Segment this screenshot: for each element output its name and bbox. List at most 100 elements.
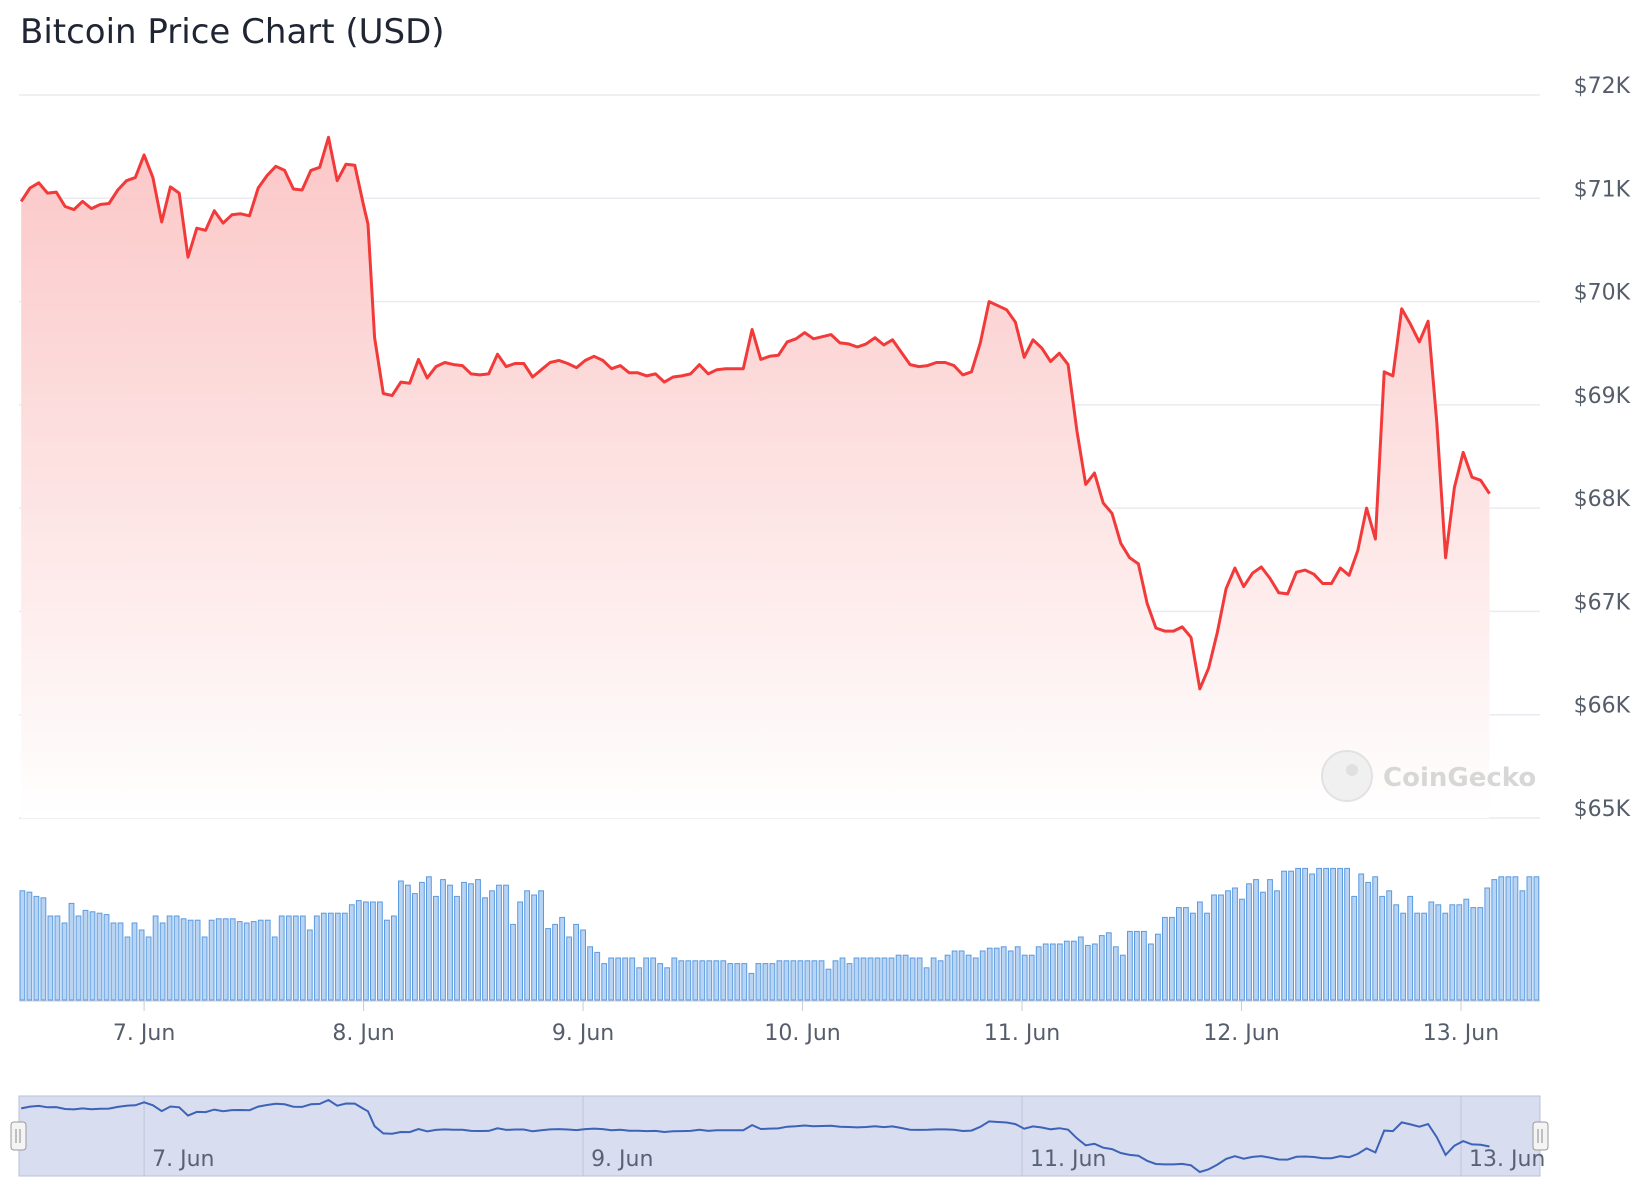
volume-bar xyxy=(930,957,937,1001)
volume-bar xyxy=(713,960,720,1001)
navigator[interactable]: 7. Jun 9. Jun 11. Jun 13. Jun xyxy=(10,1095,1549,1177)
volume-bar xyxy=(1112,946,1119,1001)
volume-bar xyxy=(348,904,355,1001)
volume-bar xyxy=(650,957,657,1001)
volume-bar xyxy=(454,895,460,1001)
volume-bar xyxy=(19,890,26,1001)
volume-bar xyxy=(517,901,524,1001)
volume-bar xyxy=(447,884,453,1001)
navigator-left-handle[interactable] xyxy=(10,1121,27,1151)
volume-bar xyxy=(398,880,404,1001)
volume-bar xyxy=(1141,930,1147,1001)
volume-bar xyxy=(1421,912,1428,1001)
volume-bar xyxy=(1442,912,1449,1001)
volume-bar xyxy=(138,929,145,1001)
volume-bar xyxy=(152,915,159,1001)
volume-bar xyxy=(552,923,559,1001)
volume-bar xyxy=(902,954,909,1001)
volume-bar xyxy=(979,950,986,1001)
volume-bar xyxy=(1028,954,1035,1001)
volume-bar xyxy=(117,922,124,1001)
volume-bar xyxy=(110,922,117,1001)
x-tick-label: 12. Jun xyxy=(1203,1021,1279,1046)
volume-bar xyxy=(1484,887,1491,1001)
volume-bar xyxy=(937,960,944,1001)
volume-bar xyxy=(531,894,538,1001)
volume-bar xyxy=(201,936,208,1001)
volume-bar xyxy=(1519,890,1526,1001)
navigator-tick-label: 13. Jun xyxy=(1469,1147,1545,1172)
volume-bar xyxy=(720,960,727,1001)
volume-bar xyxy=(320,912,327,1001)
volume-bar xyxy=(33,895,40,1001)
volume-bar xyxy=(1127,930,1133,1001)
volume-bar xyxy=(1042,943,1049,1001)
price-area-fill xyxy=(21,137,1490,819)
volume-bar xyxy=(706,960,713,1001)
volume-bar xyxy=(405,884,411,1001)
y-tick-label: $66K xyxy=(1574,694,1631,719)
volume-bar xyxy=(1379,895,1386,1001)
volume-bar xyxy=(524,890,531,1001)
volume-bar xyxy=(615,957,622,1001)
volume-bar xyxy=(755,963,762,1001)
volume-bar xyxy=(1260,891,1266,1001)
volume-bar xyxy=(1204,912,1210,1001)
volume-bar xyxy=(818,960,825,1001)
volume-bar xyxy=(1365,881,1372,1001)
volume-bar xyxy=(1218,894,1224,1001)
volume-bar xyxy=(257,919,264,1001)
volume-bar xyxy=(75,915,82,1001)
volume-bar xyxy=(341,912,348,1001)
volume-bar xyxy=(804,960,811,1001)
volume-bar xyxy=(797,960,804,1001)
volume-bar xyxy=(1505,876,1512,1001)
navigator-range-mask[interactable] xyxy=(18,1095,1541,1177)
volume-bar xyxy=(1414,912,1421,1001)
navigator-right-handle[interactable] xyxy=(1532,1121,1549,1151)
volume-bar xyxy=(881,957,888,1001)
volume-bar xyxy=(89,911,96,1001)
volume-bar xyxy=(1155,933,1161,1001)
volume-bar xyxy=(916,957,923,1001)
navigator-tick-label: 11. Jun xyxy=(1030,1147,1106,1172)
volume-bar xyxy=(1449,904,1456,1001)
volume-bar xyxy=(762,963,769,1001)
volume-bar xyxy=(412,893,418,1001)
volume-bar xyxy=(1049,943,1056,1001)
volume-bar xyxy=(1035,946,1042,1001)
volume-bar xyxy=(278,915,285,1001)
volume-bar xyxy=(727,963,734,1001)
volume-bar xyxy=(426,876,432,1001)
volume-bar xyxy=(496,884,502,1001)
volume-bar xyxy=(1105,932,1112,1001)
volume-bar xyxy=(1063,940,1070,1001)
volume-bar xyxy=(208,919,215,1001)
volume-bar xyxy=(1176,907,1182,1001)
volume-bar xyxy=(54,915,61,1001)
y-tick-label: $71K xyxy=(1574,177,1631,202)
navigator-labels: 7. Jun 9. Jun 11. Jun 13. Jun xyxy=(152,1147,1545,1172)
volume-bar xyxy=(678,960,685,1001)
volume-bar xyxy=(1491,879,1498,1001)
volume-bar xyxy=(26,891,33,1001)
volume-bar xyxy=(587,946,594,1001)
volume-bar xyxy=(874,957,881,1001)
volume-bar xyxy=(1070,940,1077,1001)
volume-bar xyxy=(468,883,474,1001)
volume-bar xyxy=(47,915,54,1001)
volume-bar xyxy=(1007,950,1014,1001)
volume-bar xyxy=(566,936,573,1001)
volume-bar xyxy=(489,890,495,1001)
volume-bar xyxy=(1435,904,1442,1001)
volume-bar xyxy=(1281,870,1287,1001)
volume-bar xyxy=(643,957,650,1001)
volume-bar xyxy=(741,963,748,1001)
x-tick-label: 7. Jun xyxy=(113,1021,175,1046)
volume-bar xyxy=(832,960,839,1001)
volume-bar xyxy=(734,963,741,1001)
volume-bar xyxy=(972,957,979,1001)
volume-bar xyxy=(1372,876,1379,1001)
y-tick-label: $69K xyxy=(1574,384,1631,409)
volume-bar xyxy=(384,919,390,1001)
